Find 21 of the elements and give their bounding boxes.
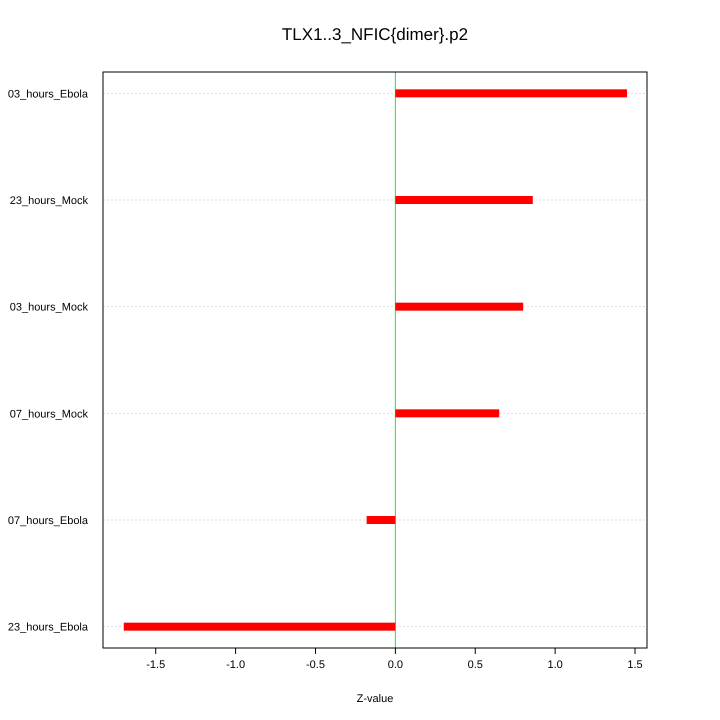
bar <box>366 516 396 524</box>
x-tick-label: 1.5 <box>627 659 643 671</box>
x-tick-label: 0.0 <box>388 659 404 671</box>
x-tick-label: 1.0 <box>547 659 563 671</box>
x-tick-label: 0.5 <box>468 659 483 671</box>
y-tick-label: 23_hours_Ebola <box>8 622 89 634</box>
bar <box>124 622 396 631</box>
bar <box>395 89 628 98</box>
x-tick-label: -1.0 <box>226 659 246 671</box>
x-tick-label: -1.5 <box>146 659 166 671</box>
bar <box>395 196 533 204</box>
bar <box>395 409 500 418</box>
bar <box>395 302 524 311</box>
y-tick-label: 03_hours_Ebola <box>8 88 89 100</box>
chart-title: TLX1..3_NFIC{dimer}.p2 <box>282 25 468 44</box>
y-tick-label: 07_hours_Ebola <box>8 515 89 527</box>
y-tick-label: 23_hours_Mock <box>10 195 88 207</box>
x-axis-title: Z-value <box>356 693 394 705</box>
y-tick-label: 03_hours_Mock <box>10 302 88 314</box>
x-tick-label: -0.5 <box>306 659 325 671</box>
y-tick-label: 07_hours_Mock <box>10 408 88 420</box>
